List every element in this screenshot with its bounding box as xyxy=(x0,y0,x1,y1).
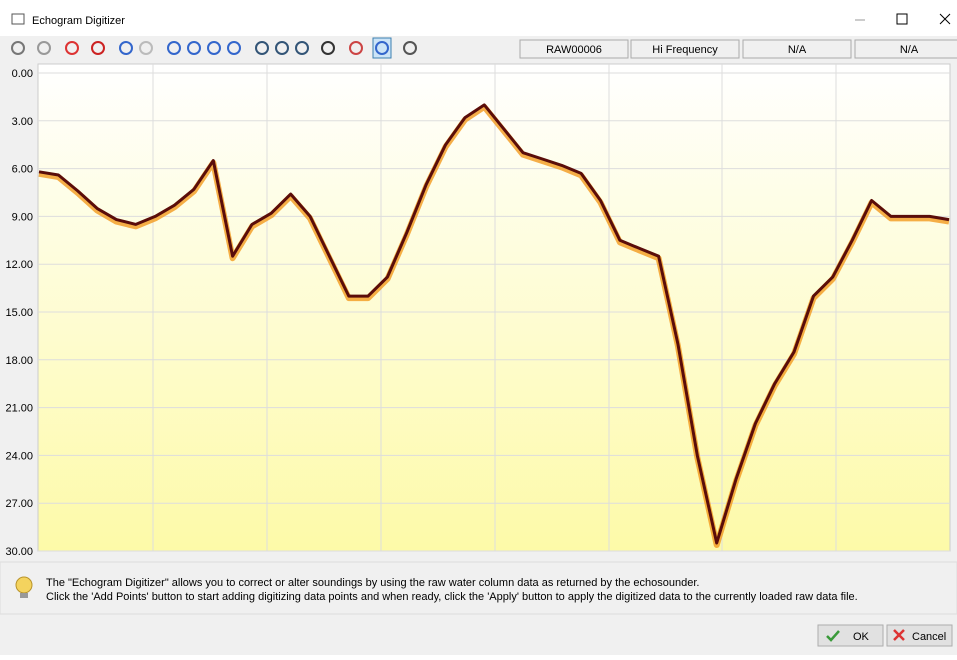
y-tick-label: 15.00 xyxy=(5,307,33,319)
y-tick-label: 12.00 xyxy=(5,259,33,271)
y-tick-label: 18.00 xyxy=(5,355,33,367)
tool-button[interactable] xyxy=(349,41,363,55)
toolbar xyxy=(11,37,417,59)
y-tick-label: 0.00 xyxy=(12,68,33,80)
status-text: RAW00006 xyxy=(546,44,602,56)
info-line: Click the 'Add Points' button to start a… xyxy=(46,591,858,603)
tool-button[interactable] xyxy=(37,41,51,55)
tool-button[interactable] xyxy=(11,41,25,55)
status-box xyxy=(742,39,852,59)
bulb-base xyxy=(20,593,28,598)
y-tick-label: 27.00 xyxy=(5,498,33,510)
app-icon xyxy=(11,13,25,25)
tool-button[interactable] xyxy=(167,41,181,55)
tool-button[interactable] xyxy=(187,41,201,55)
tool-button[interactable] xyxy=(321,41,335,55)
status-box xyxy=(630,39,740,59)
tool-button[interactable] xyxy=(255,41,269,55)
vertical-grid xyxy=(152,64,837,551)
ok-icon xyxy=(826,630,840,642)
maximize[interactable] xyxy=(896,13,908,25)
tool-button[interactable] xyxy=(403,41,417,55)
tool-button[interactable] xyxy=(275,41,289,55)
tool-button[interactable] xyxy=(227,41,241,55)
tool-button[interactable] xyxy=(207,41,221,55)
tool-button[interactable] xyxy=(119,41,133,55)
status-text: N/A xyxy=(788,44,807,56)
cancel-icon xyxy=(893,629,905,641)
y-tick-label: 6.00 xyxy=(12,164,33,176)
status-text: Hi Frequency xyxy=(652,44,718,56)
tool-button[interactable] xyxy=(375,41,389,55)
window-title: Echogram Digitizer xyxy=(32,15,125,27)
cancel-label: Cancel xyxy=(912,631,946,643)
plot-area xyxy=(37,63,951,552)
status-text: N/A xyxy=(900,44,919,56)
y-tick-label: 24.00 xyxy=(5,450,33,462)
y-tick-label: 21.00 xyxy=(5,403,33,415)
tool-button[interactable] xyxy=(65,41,79,55)
y-tick-label: 3.00 xyxy=(12,116,33,128)
tool-button[interactable] xyxy=(91,41,105,55)
tool-button[interactable] xyxy=(295,41,309,55)
title-bar xyxy=(0,0,957,36)
close[interactable] xyxy=(939,13,951,25)
ok-label: OK xyxy=(853,631,870,643)
bulb-icon xyxy=(15,576,33,594)
echo-trace xyxy=(38,103,950,545)
y-tick-label: 9.00 xyxy=(12,211,33,223)
status-box xyxy=(519,39,629,59)
ok-button[interactable] xyxy=(817,624,884,647)
status-box xyxy=(854,39,957,59)
info-panel xyxy=(0,561,957,615)
info-line: The "Echogram Digitizer" allows you to c… xyxy=(46,577,699,589)
tool-button[interactable] xyxy=(139,41,153,55)
y-tick-label: 30.00 xyxy=(5,546,33,558)
